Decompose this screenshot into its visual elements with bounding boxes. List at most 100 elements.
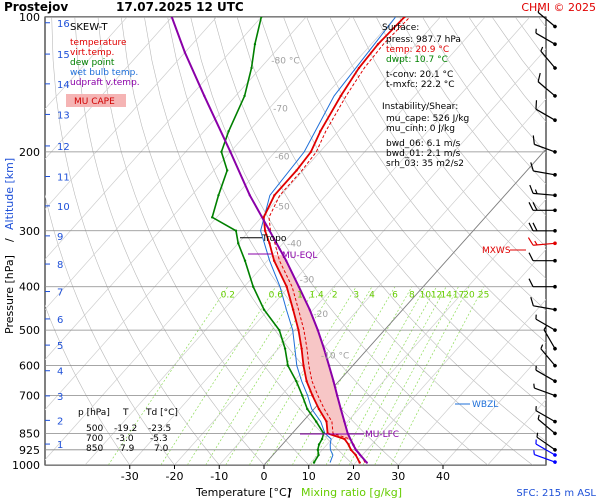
barb-half bbox=[540, 46, 544, 52]
updraft-point bbox=[297, 285, 300, 288]
legend-temperature: temperature bbox=[70, 38, 127, 48]
p-tick-label: 500 bbox=[19, 324, 40, 337]
dry-adiabat bbox=[329, 17, 546, 311]
barb-staff bbox=[535, 318, 556, 331]
temperature-point bbox=[317, 407, 321, 411]
isotherm bbox=[45, 17, 441, 461]
mixing-ratio-line bbox=[338, 286, 437, 465]
cape-legend-swatch bbox=[66, 94, 126, 107]
barb-station bbox=[553, 328, 557, 332]
mixing-ratio-line bbox=[325, 286, 426, 465]
wind-barb bbox=[529, 184, 557, 198]
dewpoint-point bbox=[210, 216, 214, 219]
barb-staff bbox=[534, 143, 556, 153]
table-cell: -3.0 bbox=[116, 434, 134, 444]
isotherm bbox=[45, 17, 128, 110]
mixing-ratio-label: 3 bbox=[353, 291, 359, 301]
isotherm-label: -10 °C bbox=[321, 352, 349, 362]
dewpoint-point bbox=[260, 17, 263, 19]
instability-bwd06: bwd_06: 6.1 m/s bbox=[386, 139, 461, 149]
table-header-t: T bbox=[122, 408, 129, 418]
table-cell: 7.9 bbox=[120, 444, 135, 454]
barb-station bbox=[553, 346, 557, 351]
y-axis-title: Pressure [hPa] bbox=[3, 255, 16, 334]
p-tick-label: 700 bbox=[19, 390, 40, 403]
km-tick-label: 8 bbox=[57, 260, 63, 271]
wind-barb bbox=[528, 222, 557, 233]
dewpoint-point bbox=[317, 443, 321, 446]
temperature-point bbox=[339, 94, 342, 98]
mixing-ratio-line bbox=[374, 286, 470, 465]
updraft-point bbox=[332, 380, 335, 383]
temperature-point bbox=[319, 130, 322, 133]
temperature-point bbox=[343, 437, 346, 441]
isotherm bbox=[397, 299, 546, 465]
barb-staff bbox=[537, 11, 556, 27]
barb-half bbox=[533, 383, 535, 389]
barb-staff bbox=[533, 305, 556, 311]
barb-flag bbox=[530, 162, 534, 172]
km-tick-label: 15 bbox=[57, 50, 70, 61]
table-cell: 700 bbox=[86, 434, 103, 444]
km-tick-label: 4 bbox=[57, 367, 63, 378]
wind-barb bbox=[528, 202, 557, 213]
isotherm bbox=[174, 48, 546, 465]
barb-staff bbox=[537, 418, 556, 434]
wind-barb bbox=[535, 28, 557, 47]
mu-eql-label: MU-EQL bbox=[282, 251, 317, 261]
barb-staff bbox=[540, 50, 556, 69]
wind-barb bbox=[530, 297, 557, 312]
barb-flag bbox=[529, 184, 534, 194]
datetime-title: 17.07.2025 12 UTC bbox=[116, 0, 244, 14]
mixing-ratio-line bbox=[291, 286, 396, 465]
temperature-point bbox=[305, 379, 308, 383]
dry-adiabat bbox=[538, 17, 546, 28]
dewpoint-point bbox=[220, 150, 223, 154]
isotherm-label: -30 bbox=[300, 275, 315, 285]
dewpoint-point bbox=[250, 66, 253, 70]
instability-mucinh: mu_cinh: 0 J/kg bbox=[386, 124, 455, 134]
isotherm bbox=[129, 17, 531, 465]
barb-staff bbox=[534, 387, 556, 397]
legend-dew-point: dew point bbox=[70, 58, 115, 68]
km-tick-label: 10 bbox=[57, 202, 70, 213]
barb-half bbox=[535, 314, 537, 320]
temperature-point bbox=[403, 17, 406, 19]
barb-station bbox=[553, 393, 557, 398]
temperature-point bbox=[347, 443, 350, 446]
updraft-point bbox=[170, 17, 173, 19]
mixing-ratio-label: 1.4 bbox=[309, 291, 324, 301]
barb-station bbox=[553, 419, 557, 424]
wind-barb bbox=[528, 252, 557, 263]
barb-flag bbox=[537, 72, 541, 82]
wind-barb bbox=[527, 237, 557, 246]
temperature-point bbox=[262, 216, 265, 219]
dewpoint-point bbox=[243, 94, 246, 98]
km-tick-label: 7 bbox=[57, 288, 63, 299]
km-tick-label: 5 bbox=[57, 341, 63, 352]
wind-barb bbox=[540, 46, 557, 70]
barb-station bbox=[553, 150, 557, 154]
updraft-point bbox=[351, 443, 355, 446]
p-tick-label: 200 bbox=[19, 146, 40, 159]
table-cell: 500 bbox=[86, 424, 103, 434]
summary-table: p [hPa] T Td [°C] 500 -19.2 -23.5 700 -3… bbox=[78, 408, 178, 454]
table-cell: -5.3 bbox=[150, 434, 168, 444]
isotherm bbox=[308, 198, 546, 465]
isotherm bbox=[45, 17, 352, 360]
p-tick-label: 600 bbox=[19, 360, 40, 373]
dry-adiabat bbox=[306, 17, 546, 343]
mixing-ratio-label: 6 bbox=[392, 291, 398, 301]
p-tick-label: 400 bbox=[19, 281, 40, 294]
barb-station bbox=[553, 118, 557, 122]
isotherm-label: -60 bbox=[275, 153, 290, 163]
dry-adiabat bbox=[283, 17, 546, 376]
dewpoint-point bbox=[278, 328, 281, 332]
instability-bwd01: bwd_01: 2.1 m/s bbox=[386, 149, 461, 159]
mixing-ratio-label: 20 bbox=[463, 291, 475, 301]
temperature-point bbox=[376, 42, 380, 46]
km-tick-label: 2 bbox=[57, 416, 63, 427]
temperature-point bbox=[358, 461, 361, 464]
barb-flag bbox=[528, 202, 534, 211]
